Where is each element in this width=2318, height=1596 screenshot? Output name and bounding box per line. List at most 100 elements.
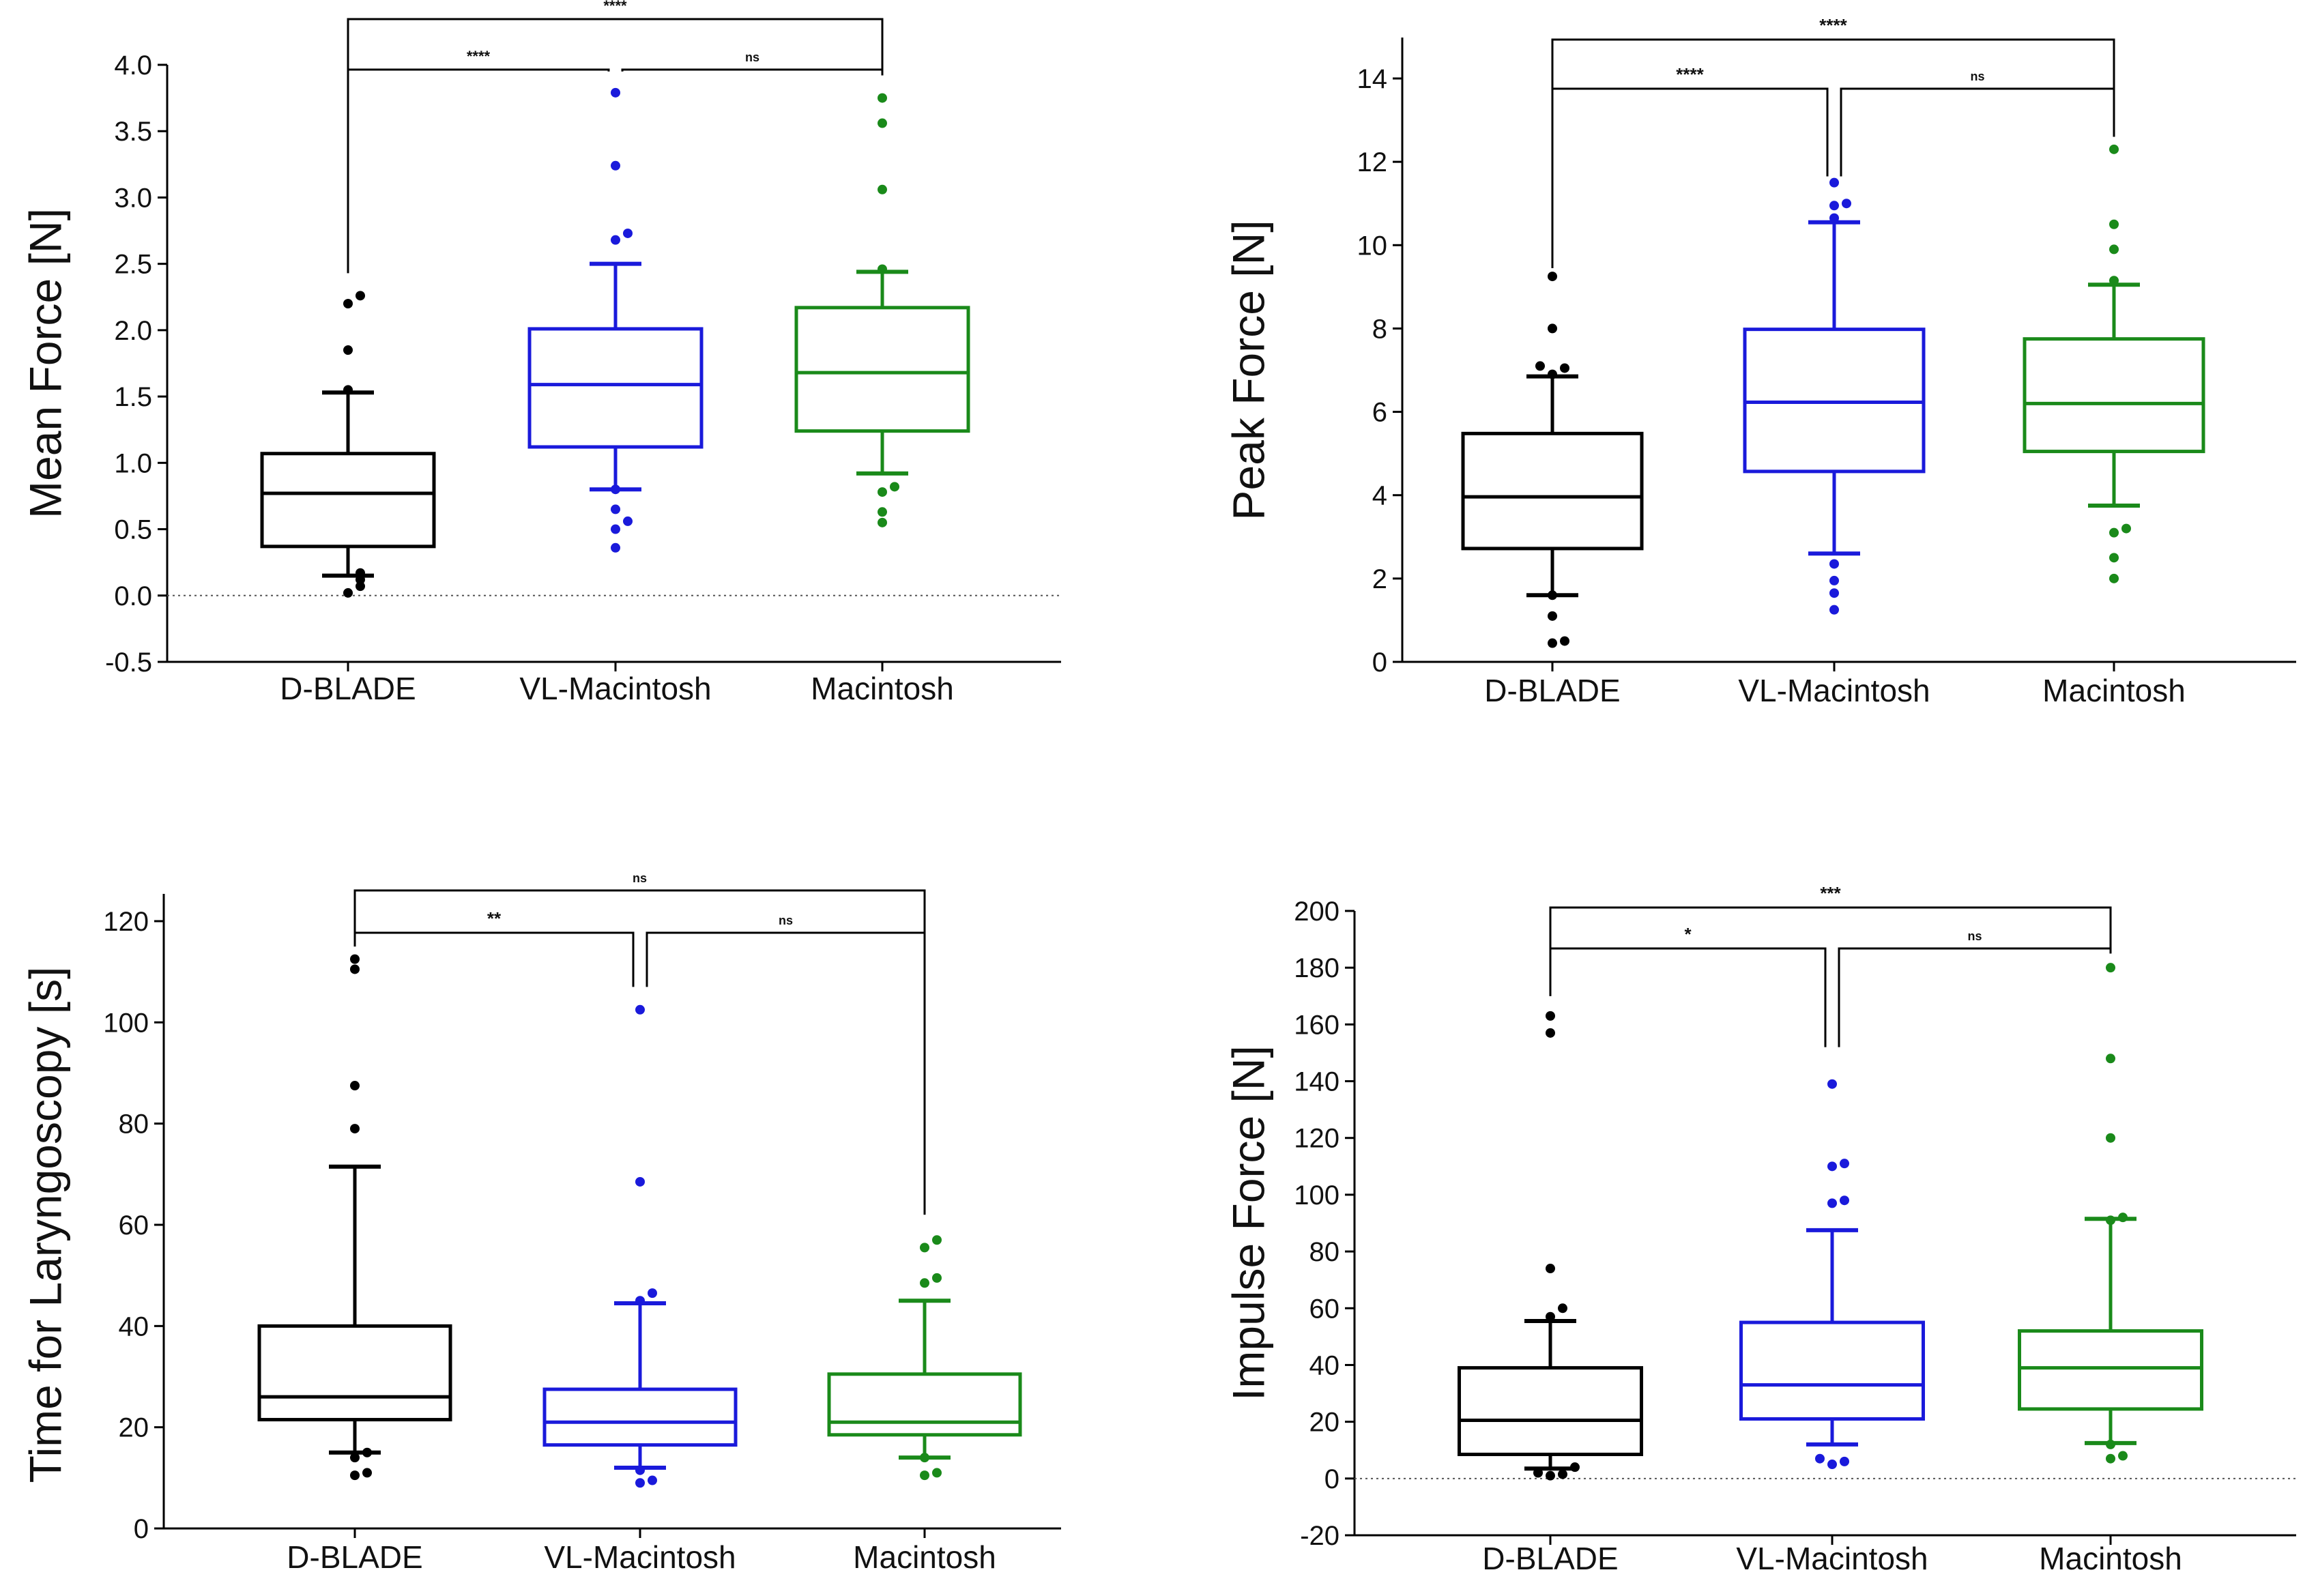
y-tick-label: 0.5 (114, 515, 152, 545)
outlier-point (350, 964, 360, 974)
outlier-point (1546, 1311, 1555, 1322)
outlier-point (920, 1470, 929, 1481)
outlier-point (1535, 361, 1545, 371)
significance-label: **** (1676, 64, 1704, 85)
y-tick-label: 120 (1294, 1124, 1339, 1154)
outlier-point (1548, 272, 1557, 282)
outlier-point (2109, 573, 2119, 583)
y-tick-label: 160 (1294, 1010, 1339, 1040)
x-tick-label: VL-Macintosh (519, 671, 711, 706)
box-iqr (1739, 1320, 1925, 1421)
bracket-line (1838, 947, 2112, 1047)
significance-bracket: **** (1551, 64, 1829, 268)
box-d-blade (257, 954, 452, 1481)
y-tick-label: -20 (1300, 1521, 1339, 1551)
y-tick-label: 3.5 (114, 117, 152, 147)
outlier-point (878, 517, 887, 527)
outlier-point (1829, 605, 1839, 615)
y-tick-label: 180 (1294, 953, 1339, 983)
outlier-point (1815, 1453, 1825, 1464)
y-tick-label: 0.0 (114, 581, 152, 611)
box-iqr (542, 1387, 738, 1447)
box-iqr (260, 452, 436, 549)
outlier-point (611, 524, 620, 534)
significance-label: **** (603, 0, 627, 14)
y-tick-label: 0 (134, 1514, 149, 1544)
box-vl-macintosh (1743, 177, 1926, 615)
y-tick-label: 100 (103, 1008, 149, 1038)
bracket-line (353, 889, 926, 1215)
outlier-point (343, 587, 353, 598)
outlier-point (362, 1447, 372, 1457)
outlier-point (1548, 590, 1557, 600)
outlier-point (611, 504, 620, 514)
outlier-point (611, 235, 620, 245)
outlier-point (1829, 201, 1839, 211)
outlier-point (1546, 1264, 1555, 1274)
y-tick-label: 20 (119, 1413, 149, 1443)
box-iqr (527, 327, 704, 449)
y-tick-label: 40 (119, 1311, 149, 1341)
y-tick-label: 80 (119, 1109, 149, 1140)
significance-label: ns (1970, 70, 1984, 83)
y-tick-label: 1.5 (114, 382, 152, 412)
outlier-point (2109, 244, 2119, 255)
outlier-point (611, 160, 620, 171)
outlier-point (1829, 575, 1839, 585)
outlier-point (350, 1470, 360, 1481)
y-tick-label: 200 (1294, 897, 1339, 927)
significance-label: ns (1967, 929, 1982, 943)
chart-panel-1: -0.5 0.0 0.5 1.0 1.5 2.0 2.5 3.0 3.5 4.0 D-BLADE VL… (20, 0, 1061, 706)
bracket-line (1551, 87, 1829, 268)
outlier-point (920, 1453, 929, 1463)
bracket-line (1549, 906, 2112, 996)
bracket-line (621, 68, 884, 76)
box-vl-macintosh (527, 87, 704, 553)
outlier-point (343, 345, 353, 356)
outlier-point (920, 1243, 929, 1253)
x-tick-label: D-BLADE (287, 1539, 422, 1575)
significance-label: * (1684, 924, 1692, 944)
x-tick-label: Macintosh (811, 671, 954, 706)
y-axis-title: Peak Force [N] (1223, 220, 1273, 520)
y-tick-label: -0.5 (105, 648, 152, 678)
outlier-point (623, 228, 633, 238)
x-tick-label: VL-Macintosh (1738, 673, 1930, 708)
outlier-point (2106, 963, 2115, 973)
box-macintosh (794, 93, 970, 527)
y-tick-label: 12 (1357, 147, 1388, 177)
box-d-blade (1461, 272, 1644, 648)
outlier-point (878, 487, 887, 497)
y-tick-label: 60 (1309, 1294, 1340, 1324)
outlier-point (1840, 1456, 1849, 1466)
outlier-point (1546, 1011, 1555, 1021)
y-tick-label: 8 (1372, 314, 1387, 344)
y-tick-label: 4 (1372, 481, 1387, 511)
outlier-point (878, 507, 887, 517)
outlier-point (890, 482, 899, 492)
y-tick-label: 3.0 (114, 183, 152, 213)
outlier-point (350, 954, 360, 964)
box-iqr (257, 1324, 452, 1422)
outlier-point (648, 1288, 657, 1298)
outlier-point (1829, 213, 1839, 223)
significance-label: **** (1819, 15, 1847, 35)
y-tick-label: 140 (1294, 1067, 1339, 1097)
y-tick-label: 20 (1309, 1408, 1340, 1438)
significance-bracket: *** (1549, 883, 2112, 996)
outlier-point (1827, 1079, 1837, 1089)
outlier-point (356, 575, 365, 585)
box-iqr (1743, 328, 1926, 474)
box-macintosh (2018, 963, 2203, 1464)
box-iqr (1458, 1366, 1643, 1456)
significance-label: ns (633, 871, 647, 885)
x-tick-label: D-BLADE (280, 671, 416, 706)
significance-bracket: ns (621, 50, 884, 76)
bracket-line (353, 931, 635, 987)
y-tick-label: 2.0 (114, 316, 152, 346)
outlier-point (611, 484, 620, 495)
y-axis-title: Impulse Force [N] (1223, 1045, 1273, 1401)
box-iqr (794, 306, 970, 433)
y-tick-label: 4.0 (114, 50, 152, 81)
significance-label: **** (467, 48, 491, 65)
